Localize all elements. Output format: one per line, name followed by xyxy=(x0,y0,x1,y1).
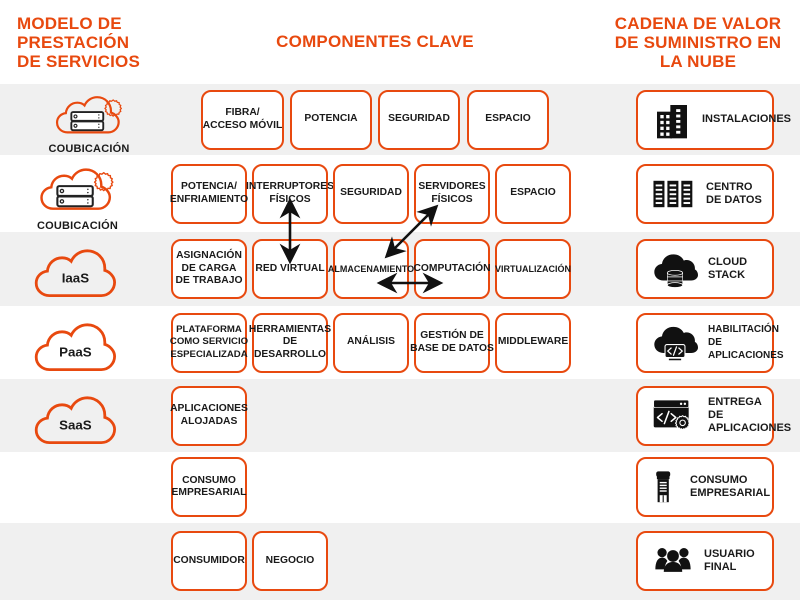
svg-text:IaaS: IaaS xyxy=(62,270,89,285)
svg-text:PaaS: PaaS xyxy=(59,344,92,359)
svg-text:SaaS: SaaS xyxy=(59,417,92,432)
